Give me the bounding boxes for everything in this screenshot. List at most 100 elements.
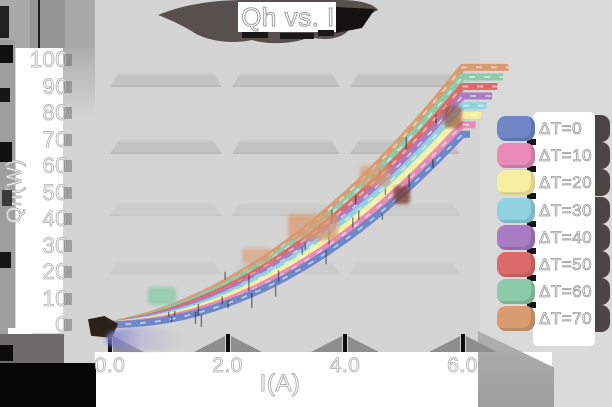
y-tick-label: 100 — [29, 47, 68, 72]
chart-title: Qh vs. I — [241, 2, 335, 32]
legend-gap-glitch — [527, 166, 536, 173]
x-axis-title: I(A) — [259, 370, 301, 398]
title-underline-dash-2 — [280, 33, 314, 39]
legend-gap-glitch — [527, 302, 536, 309]
x-tick-label: 0.0 — [94, 354, 126, 378]
x-tick-wing-left — [428, 336, 460, 352]
x-tick-label: 2.0 — [212, 354, 243, 378]
x-tick-label: 6.0 — [447, 354, 478, 378]
bottom-left-black-block — [0, 363, 96, 407]
left-strip-blob-2 — [0, 45, 13, 63]
left-strip-blob-3 — [0, 88, 10, 102]
y-tick-shadow — [64, 80, 72, 93]
left-strip-blob-7 — [0, 345, 13, 361]
top-left-glitch-line — [38, 0, 40, 48]
x-tick-slit — [225, 334, 230, 352]
legend-gap-glitch — [527, 139, 536, 145]
y-tick-shadow — [64, 239, 72, 252]
y-band-bottom-white-dash — [8, 328, 32, 337]
curve-highlight-ΔT=40 — [109, 95, 492, 326]
legend-label-ΔT=30: ΔT=30 — [539, 200, 593, 220]
title-band — [238, 2, 336, 32]
legend-panel — [533, 112, 595, 346]
x-tick-wing-right — [230, 336, 262, 352]
y-tick-label: 80 — [42, 100, 68, 125]
y-tick-shadow — [64, 107, 72, 119]
smear-brown-1 — [394, 186, 410, 204]
y-tick-shadow — [64, 292, 72, 305]
x-tick-wing-left — [311, 336, 342, 352]
x-tick-wing-right — [348, 336, 379, 352]
left-strip-blob-1 — [0, 6, 9, 38]
smear-tan-2 — [288, 214, 338, 240]
legend-label-ΔT=70: ΔT=70 — [539, 309, 593, 329]
y-tick-label: 60 — [42, 153, 68, 178]
x-tick-label: 4.0 — [329, 354, 361, 378]
legend-swatch-ΔT=70 — [497, 306, 535, 332]
legend-gap-glitch — [527, 220, 536, 227]
title-underline-dash-3 — [318, 30, 334, 36]
y-tick-shadow — [64, 266, 72, 278]
legend-gap-glitch — [527, 275, 536, 281]
y-tick-shadow — [64, 186, 72, 199]
smear-green — [148, 287, 176, 305]
smear-tan-1 — [242, 248, 272, 264]
legend-swatch-ΔT=50 — [497, 252, 535, 277]
gridline-band-segment — [110, 139, 222, 154]
y-tick-label: 0 — [55, 312, 68, 337]
y-tick-label: 40 — [42, 206, 68, 231]
gridline-band-segment — [350, 261, 460, 274]
legend-swatch-ΔT=30 — [497, 197, 535, 223]
y-tick-label: 90 — [42, 73, 68, 99]
y-tick-label: 70 — [42, 126, 68, 152]
legend-label-ΔT=0: ΔT=0 — [539, 119, 583, 139]
curve-highlight-ΔT=50 — [109, 85, 498, 326]
left-strip-blob-5 — [2, 190, 12, 206]
legend-label-ΔT=10: ΔT=10 — [539, 146, 593, 166]
y-axis-label-band — [16, 48, 63, 333]
x-tick-slit — [460, 334, 465, 352]
legend-swatch-ΔT=0 — [497, 116, 535, 141]
x-tick-wing-left — [193, 336, 225, 352]
gridline-band-segment — [232, 202, 340, 216]
y-band-right-shade — [63, 48, 95, 118]
gridline-band-segment — [350, 72, 460, 87]
title-shadow-black — [336, 7, 375, 33]
gridline-band-segment — [110, 261, 222, 274]
legend-swatch-ΔT=10 — [497, 143, 535, 169]
legend-gap-glitch — [527, 193, 536, 200]
legend-label-ΔT=40: ΔT=40 — [539, 227, 593, 247]
title-underline-dash-1 — [242, 32, 268, 38]
top-left-shadow-dark — [30, 0, 65, 48]
y-tick-label: 20 — [42, 259, 68, 284]
gridline-band-segment — [232, 139, 340, 154]
smear-brown-2 — [444, 106, 462, 128]
x-tick-wing-right — [465, 336, 497, 352]
gridline-band-segment — [232, 72, 340, 87]
legend-label-ΔT=20: ΔT=20 — [539, 173, 593, 193]
y-tick-shadow — [64, 54, 72, 66]
legend-label-ΔT=60: ΔT=60 — [539, 282, 593, 302]
y-tick-shadow — [64, 133, 72, 146]
legend-swatch-ΔT=20 — [497, 170, 535, 196]
y-tick-shadow — [64, 160, 72, 172]
y-tick-shadow — [64, 319, 72, 331]
under-axis-purple-smear — [106, 327, 184, 351]
y-tick-label: 30 — [42, 232, 68, 258]
left-strip-blob-6 — [0, 252, 11, 268]
x-tick-slit — [343, 334, 347, 352]
y-tick-label: 50 — [42, 179, 68, 205]
legend-swatch-ΔT=40 — [497, 224, 535, 250]
y-tick-shadow — [64, 213, 72, 225]
legend-swatch-ΔT=60 — [497, 279, 535, 305]
gridline-band-segment — [110, 202, 222, 216]
legend-label-ΔT=50: ΔT=50 — [539, 255, 593, 275]
legend-gap-glitch — [527, 247, 536, 254]
smear-tan-3 — [360, 166, 390, 186]
